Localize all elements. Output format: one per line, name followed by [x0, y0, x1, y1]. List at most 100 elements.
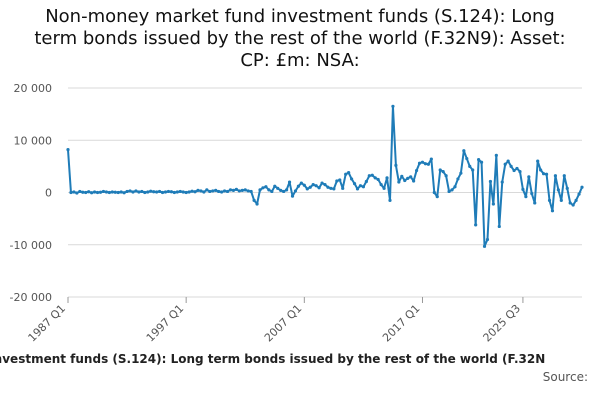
- data-point[interactable]: [544, 172, 549, 176]
- data-point[interactable]: [270, 189, 274, 194]
- data-point[interactable]: [78, 189, 82, 194]
- data-point[interactable]: [574, 198, 578, 202]
- data-point[interactable]: [113, 190, 117, 194]
- data-point[interactable]: [214, 188, 218, 193]
- data-point[interactable]: [252, 198, 256, 202]
- data-point[interactable]: [450, 188, 454, 192]
- data-point[interactable]: [580, 185, 584, 189]
- data-point[interactable]: [258, 188, 262, 192]
- data-point[interactable]: [137, 190, 141, 194]
- data-point[interactable]: [412, 179, 416, 183]
- data-point[interactable]: [160, 190, 165, 195]
- data-point[interactable]: [267, 188, 271, 192]
- data-point[interactable]: [515, 166, 519, 171]
- data-point[interactable]: [107, 190, 111, 195]
- data-point[interactable]: [81, 190, 85, 194]
- data-point[interactable]: [420, 160, 425, 164]
- data-point[interactable]: [556, 188, 560, 192]
- data-point[interactable]: [547, 198, 552, 202]
- data-point[interactable]: [438, 168, 442, 172]
- data-point[interactable]: [166, 189, 171, 194]
- data-point[interactable]: [477, 157, 481, 162]
- legend[interactable]: und investment funds (S.124): Long term …: [0, 352, 600, 370]
- data-point[interactable]: [468, 164, 472, 168]
- data-point[interactable]: [92, 190, 97, 194]
- data-point[interactable]: [459, 171, 463, 175]
- data-point[interactable]: [488, 179, 493, 184]
- data-point[interactable]: [485, 237, 490, 242]
- data-point[interactable]: [220, 190, 224, 194]
- data-point[interactable]: [533, 201, 537, 205]
- data-point[interactable]: [175, 190, 179, 194]
- data-point[interactable]: [568, 201, 572, 205]
- data-point[interactable]: [361, 185, 365, 189]
- data-point[interactable]: [417, 161, 422, 165]
- data-point[interactable]: [344, 172, 348, 176]
- data-point[interactable]: [471, 168, 475, 172]
- data-point[interactable]: [172, 190, 176, 195]
- data-point[interactable]: [527, 175, 531, 179]
- data-point[interactable]: [373, 176, 377, 180]
- data-point[interactable]: [190, 189, 194, 193]
- data-point[interactable]: [382, 186, 386, 190]
- data-point[interactable]: [521, 187, 525, 191]
- data-point[interactable]: [187, 190, 191, 194]
- data-point[interactable]: [559, 198, 563, 202]
- data-point[interactable]: [441, 170, 445, 174]
- data-point[interactable]: [163, 190, 168, 194]
- data-point[interactable]: [456, 177, 460, 181]
- data-point[interactable]: [237, 189, 241, 193]
- data-point[interactable]: [87, 190, 91, 194]
- data-point[interactable]: [432, 190, 436, 195]
- data-point[interactable]: [491, 202, 495, 206]
- data-point[interactable]: [261, 186, 265, 190]
- data-point[interactable]: [338, 178, 342, 182]
- data-point[interactable]: [379, 183, 383, 187]
- data-point[interactable]: [205, 188, 209, 192]
- data-point[interactable]: [506, 159, 510, 163]
- data-point[interactable]: [69, 190, 73, 195]
- data-point[interactable]: [518, 170, 522, 174]
- data-point[interactable]: [131, 190, 135, 194]
- data-point[interactable]: [255, 202, 259, 206]
- data-point[interactable]: [178, 189, 182, 194]
- data-point[interactable]: [314, 184, 318, 188]
- data-point[interactable]: [72, 190, 76, 194]
- data-point[interactable]: [512, 168, 516, 173]
- data-point[interactable]: [305, 187, 309, 191]
- data-point[interactable]: [202, 190, 206, 194]
- data-point[interactable]: [323, 183, 327, 187]
- data-point[interactable]: [101, 189, 106, 194]
- data-point[interactable]: [264, 185, 268, 189]
- data-point[interactable]: [317, 186, 321, 190]
- data-point[interactable]: [550, 209, 555, 213]
- data-point[interactable]: [181, 190, 185, 194]
- data-point[interactable]: [240, 188, 244, 193]
- data-point[interactable]: [335, 179, 339, 183]
- data-point[interactable]: [509, 164, 513, 168]
- data-point[interactable]: [196, 188, 200, 193]
- data-point[interactable]: [414, 168, 419, 173]
- data-point[interactable]: [453, 185, 457, 189]
- data-point[interactable]: [347, 171, 351, 175]
- data-point[interactable]: [530, 191, 534, 196]
- data-point[interactable]: [553, 174, 558, 178]
- data-point[interactable]: [143, 190, 147, 195]
- data-point[interactable]: [122, 191, 126, 195]
- data-point[interactable]: [246, 189, 250, 193]
- data-point[interactable]: [349, 177, 354, 181]
- data-point[interactable]: [388, 198, 392, 202]
- data-point[interactable]: [394, 163, 398, 167]
- data-point[interactable]: [119, 190, 123, 194]
- data-point[interactable]: [296, 184, 301, 188]
- data-point[interactable]: [444, 174, 448, 178]
- data-point[interactable]: [208, 189, 212, 194]
- data-point[interactable]: [308, 185, 312, 189]
- data-point[interactable]: [406, 176, 410, 180]
- data-point[interactable]: [157, 189, 162, 194]
- data-point[interactable]: [503, 162, 507, 166]
- data-point[interactable]: [234, 187, 238, 191]
- data-point[interactable]: [222, 189, 227, 193]
- data-point[interactable]: [243, 188, 247, 192]
- data-point[interactable]: [358, 184, 363, 188]
